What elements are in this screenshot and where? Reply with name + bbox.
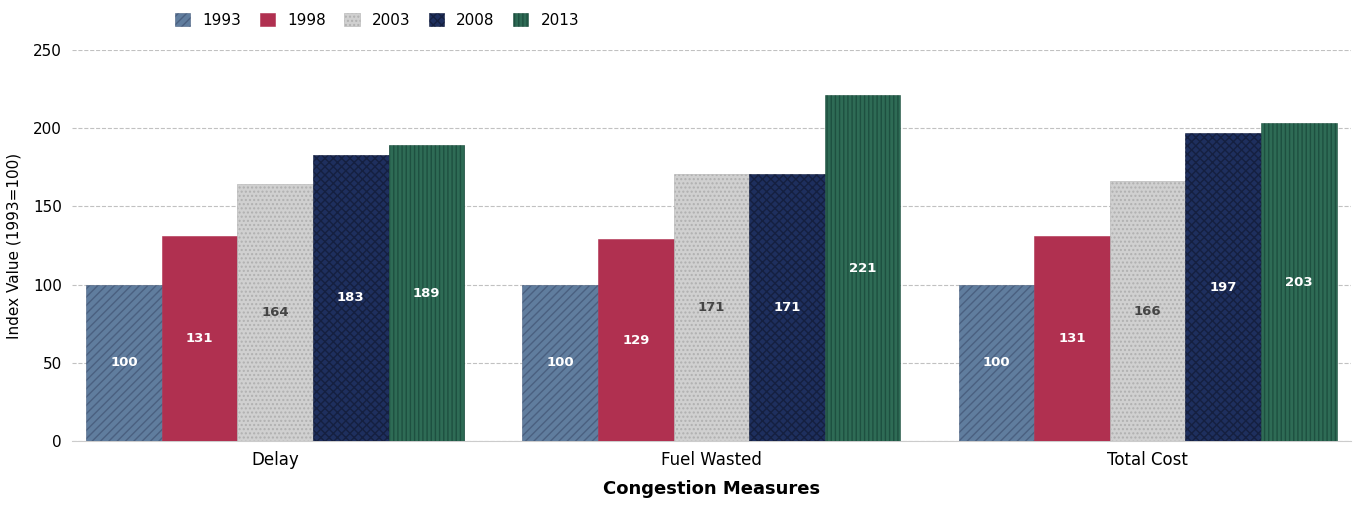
Bar bbox=[598, 239, 674, 441]
Text: 166: 166 bbox=[1134, 305, 1161, 318]
Bar bbox=[959, 285, 1033, 441]
Y-axis label: Index Value (1993=100): Index Value (1993=100) bbox=[7, 153, 22, 338]
Text: 221: 221 bbox=[849, 262, 876, 275]
Text: 171: 171 bbox=[773, 301, 801, 314]
X-axis label: Congestion Measures: Congestion Measures bbox=[603, 480, 820, 498]
Text: 131: 131 bbox=[186, 332, 213, 345]
Bar bbox=[1109, 181, 1186, 441]
Bar bbox=[824, 95, 900, 441]
Text: 164: 164 bbox=[261, 307, 289, 319]
Bar bbox=[1033, 236, 1109, 441]
Bar bbox=[162, 236, 238, 441]
Bar bbox=[312, 155, 388, 441]
Bar bbox=[523, 285, 598, 441]
Text: 100: 100 bbox=[110, 357, 137, 370]
Bar bbox=[1262, 123, 1336, 441]
Bar bbox=[674, 174, 750, 441]
Bar bbox=[1186, 133, 1262, 441]
Bar bbox=[750, 174, 824, 441]
Text: 129: 129 bbox=[622, 334, 649, 347]
Text: 100: 100 bbox=[982, 357, 1010, 370]
Text: 183: 183 bbox=[337, 291, 364, 305]
Bar bbox=[388, 145, 464, 441]
Text: 197: 197 bbox=[1210, 280, 1237, 293]
Bar bbox=[238, 184, 312, 441]
Text: 203: 203 bbox=[1285, 276, 1313, 289]
Text: 131: 131 bbox=[1058, 332, 1085, 345]
Text: 171: 171 bbox=[698, 301, 725, 314]
Bar bbox=[86, 285, 162, 441]
Text: 189: 189 bbox=[413, 287, 440, 300]
Text: 100: 100 bbox=[546, 357, 574, 370]
Legend: 1993, 1998, 2003, 2008, 2013: 1993, 1998, 2003, 2008, 2013 bbox=[168, 7, 585, 34]
